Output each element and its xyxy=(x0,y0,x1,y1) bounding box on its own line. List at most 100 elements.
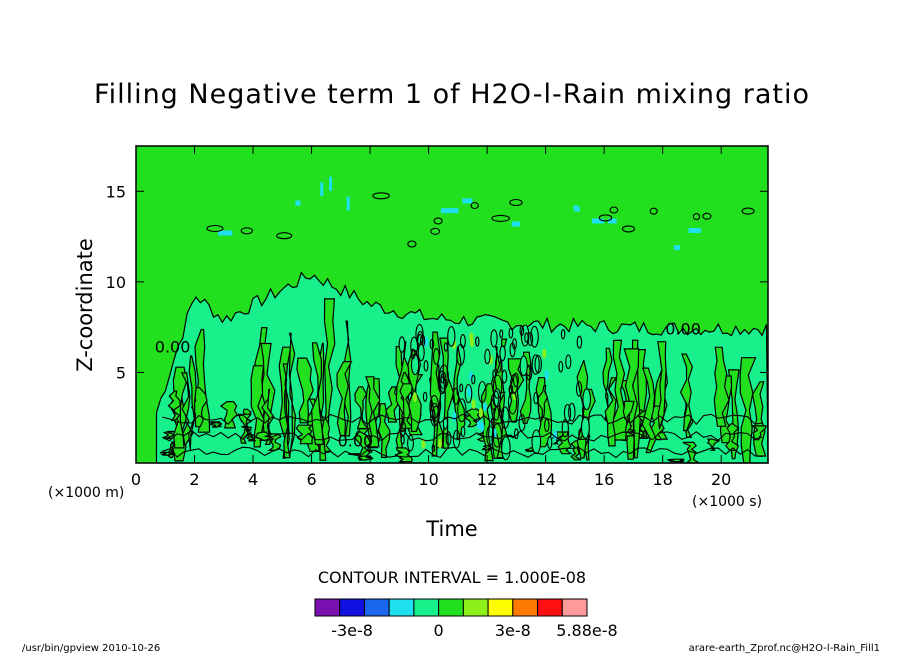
contour-loop xyxy=(438,364,449,390)
contour-loop xyxy=(486,425,495,446)
colorbar-swatch xyxy=(314,598,341,617)
contour-value-label: 0.00 xyxy=(665,319,701,338)
upper-contour-loop xyxy=(741,207,755,215)
contour-loop xyxy=(459,383,464,393)
contour-loop xyxy=(477,380,487,403)
contour-loop xyxy=(510,374,519,394)
contour-loop xyxy=(531,429,542,455)
x-tick-label: 20 xyxy=(711,470,731,489)
contour-streak xyxy=(265,433,282,451)
contour-loop xyxy=(484,348,491,365)
contour-streak xyxy=(679,353,694,432)
upper-cyan-patch xyxy=(608,218,617,224)
contour-loop xyxy=(492,423,503,448)
contour-loop xyxy=(492,369,497,379)
contour-streak xyxy=(604,377,618,447)
contour-spot xyxy=(542,348,547,359)
x-unit-label: (×1000 s) xyxy=(692,494,762,510)
contour-spot xyxy=(421,438,426,449)
colorbar-swatch xyxy=(413,598,440,617)
colorbar xyxy=(314,598,588,617)
contour-loop xyxy=(533,391,539,405)
contour-loop xyxy=(437,370,447,395)
contour-loop xyxy=(499,329,504,339)
x-tick-label: 14 xyxy=(535,470,555,489)
upper-contour-loop xyxy=(692,213,701,221)
contour-streak xyxy=(519,351,532,424)
x-tick-label: 6 xyxy=(306,470,316,489)
contour-loop xyxy=(576,335,583,349)
colorbar-swatch xyxy=(388,598,415,617)
colorbar-tick-label: 5.88e-8 xyxy=(556,621,617,640)
x-tick-label: 16 xyxy=(594,470,614,489)
contour-loop xyxy=(410,348,416,360)
contour-streak xyxy=(188,355,197,451)
contour-streak xyxy=(167,390,181,421)
contour-spot xyxy=(483,401,488,412)
contour-loop xyxy=(518,414,526,432)
contour-loop xyxy=(464,383,473,404)
contour-spot xyxy=(412,392,417,403)
x-axis-label: Time xyxy=(425,517,477,541)
contour-loop xyxy=(580,416,590,439)
x-tick-label: 2 xyxy=(189,470,199,489)
upper-contour-loop xyxy=(407,240,417,248)
contour-loop xyxy=(512,372,519,388)
contour-loop xyxy=(471,374,476,385)
contour-spot xyxy=(471,399,476,410)
contour-loop xyxy=(494,355,502,373)
contour-loop xyxy=(560,329,566,340)
contour-loop xyxy=(492,374,503,399)
contour-band xyxy=(162,429,763,442)
contour-spot xyxy=(476,419,481,430)
contour-loop xyxy=(447,326,456,347)
contour-loop xyxy=(423,360,429,372)
colorbar-tick-label: 3e-8 xyxy=(495,621,531,640)
contour-loop xyxy=(501,369,508,384)
upper-cyan-patch xyxy=(688,228,701,233)
upper-spike xyxy=(346,196,350,211)
contour-loop xyxy=(499,345,506,362)
contour-loop xyxy=(565,354,572,370)
contour-loop xyxy=(429,338,435,350)
contour-loop xyxy=(417,343,425,362)
contour-loop xyxy=(475,336,480,347)
contour-loop xyxy=(459,334,466,349)
contour-streak xyxy=(219,401,239,429)
footer-right: arare-earth_Zprof.nc@H2O-l-Rain_Fill1 xyxy=(689,643,880,654)
contour-streak xyxy=(384,386,400,423)
contour-streak xyxy=(159,451,176,456)
contour-loop xyxy=(452,387,460,405)
contour-loop xyxy=(558,360,564,373)
upper-spike xyxy=(329,176,333,191)
contour-streak xyxy=(356,455,374,461)
upper-contour-loop xyxy=(649,207,658,215)
contour-streak xyxy=(641,367,657,454)
contour-loop xyxy=(492,390,500,408)
upper-contour-loop xyxy=(433,217,443,225)
upper-cyan-patch xyxy=(573,205,578,211)
contour-loop xyxy=(501,436,511,461)
contour-streak xyxy=(739,357,757,464)
contour-loop xyxy=(527,332,534,347)
contour-loop xyxy=(442,416,449,430)
upper-contour-loop xyxy=(621,225,636,233)
contour-loop xyxy=(400,421,407,437)
contour-loop xyxy=(439,376,447,393)
x-tick-label: 10 xyxy=(418,470,438,489)
x-tick-label: 8 xyxy=(365,470,375,489)
contour-loop xyxy=(519,325,525,336)
x-axis-ticks: 0 2 4 6 8 10 12 14 16 18 20 xyxy=(131,146,731,489)
contour-loop xyxy=(445,431,452,446)
contour-loop xyxy=(530,325,539,348)
contour-band xyxy=(162,413,763,426)
x-tick-label: 12 xyxy=(477,470,497,489)
contour-streak xyxy=(537,385,548,422)
contour-streak xyxy=(682,441,701,464)
contour-loop xyxy=(410,336,419,357)
contour-streak xyxy=(336,361,353,437)
plot-frame xyxy=(135,145,769,464)
contour-streak xyxy=(377,403,391,458)
y-tick-label: 15 xyxy=(106,182,126,201)
colorbar-tick-label: 0 xyxy=(434,621,444,640)
